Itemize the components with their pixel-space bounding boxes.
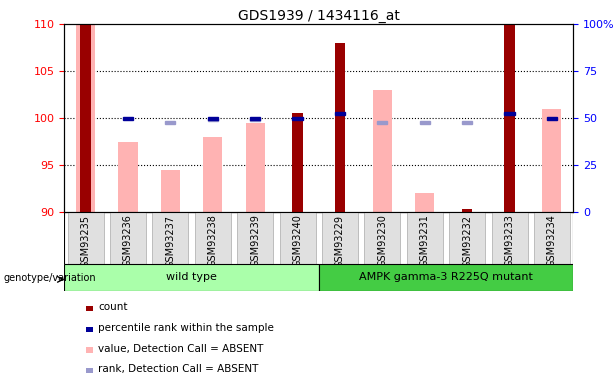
Title: GDS1939 / 1434116_at: GDS1939 / 1434116_at <box>238 9 400 23</box>
Bar <box>123 117 133 120</box>
Text: GSM93232: GSM93232 <box>462 214 472 267</box>
Bar <box>415 193 434 212</box>
Bar <box>543 109 562 212</box>
Bar <box>335 112 345 115</box>
Text: percentile rank within the sample: percentile rank within the sample <box>98 323 274 333</box>
Bar <box>407 212 443 264</box>
Text: GSM93235: GSM93235 <box>80 214 91 267</box>
Text: genotype/variation: genotype/variation <box>3 273 96 283</box>
Bar <box>246 123 265 212</box>
Text: GSM93234: GSM93234 <box>547 214 557 267</box>
Text: GSM93240: GSM93240 <box>292 214 303 267</box>
Bar <box>462 209 473 212</box>
Bar <box>534 212 570 264</box>
Bar <box>208 118 218 122</box>
Bar <box>377 122 387 124</box>
Bar <box>161 170 180 212</box>
Text: GSM93237: GSM93237 <box>166 214 175 267</box>
Text: value, Detection Call = ABSENT: value, Detection Call = ABSENT <box>98 344 264 354</box>
Bar <box>208 117 218 120</box>
Text: GSM93238: GSM93238 <box>208 214 218 267</box>
Bar <box>504 112 515 115</box>
Bar <box>373 90 392 212</box>
Bar <box>364 212 400 264</box>
Bar <box>492 212 528 264</box>
Text: AMPK gamma-3 R225Q mutant: AMPK gamma-3 R225Q mutant <box>359 273 533 282</box>
Text: GSM93229: GSM93229 <box>335 214 345 267</box>
Bar <box>166 122 175 124</box>
Bar <box>292 113 303 212</box>
Text: GSM93236: GSM93236 <box>123 214 133 267</box>
Bar <box>80 24 91 212</box>
Bar <box>280 212 316 264</box>
Bar <box>64 264 319 291</box>
Bar <box>76 24 95 212</box>
Text: wild type: wild type <box>166 273 217 282</box>
Text: rank, Detection Call = ABSENT: rank, Detection Call = ABSENT <box>98 364 259 374</box>
Bar <box>118 142 137 212</box>
Bar <box>250 118 261 122</box>
Bar <box>292 117 303 120</box>
Bar <box>420 122 430 124</box>
Text: GSM93231: GSM93231 <box>420 214 430 267</box>
Bar <box>547 117 557 120</box>
Text: GSM93230: GSM93230 <box>378 214 387 267</box>
Bar <box>462 122 472 124</box>
Bar <box>204 137 223 212</box>
Text: GSM93233: GSM93233 <box>504 214 514 267</box>
Bar <box>153 212 188 264</box>
Bar <box>67 212 104 264</box>
Bar <box>250 117 261 120</box>
Text: count: count <box>98 303 128 312</box>
Bar <box>237 212 273 264</box>
Bar <box>110 212 146 264</box>
Text: GSM93239: GSM93239 <box>250 214 260 267</box>
Bar <box>504 24 515 212</box>
Bar <box>319 264 573 291</box>
Bar <box>195 212 230 264</box>
Bar <box>449 212 485 264</box>
Bar <box>335 43 345 212</box>
Bar <box>322 212 358 264</box>
